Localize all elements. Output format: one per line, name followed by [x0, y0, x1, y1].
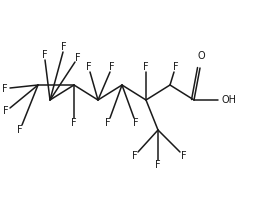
Text: F: F [61, 42, 67, 52]
Text: F: F [132, 151, 137, 161]
Text: F: F [173, 62, 178, 72]
Text: F: F [109, 62, 115, 72]
Text: F: F [86, 62, 91, 72]
Text: F: F [42, 50, 47, 60]
Text: F: F [17, 125, 23, 135]
Text: F: F [3, 106, 9, 116]
Text: F: F [181, 150, 186, 161]
Text: F: F [75, 53, 81, 63]
Text: F: F [143, 62, 149, 72]
Text: F: F [133, 118, 139, 128]
Text: F: F [155, 160, 161, 170]
Text: OH: OH [221, 95, 236, 105]
Text: F: F [106, 118, 111, 128]
Text: O: O [197, 51, 205, 61]
Text: F: F [71, 118, 77, 128]
Text: F: F [2, 84, 8, 93]
